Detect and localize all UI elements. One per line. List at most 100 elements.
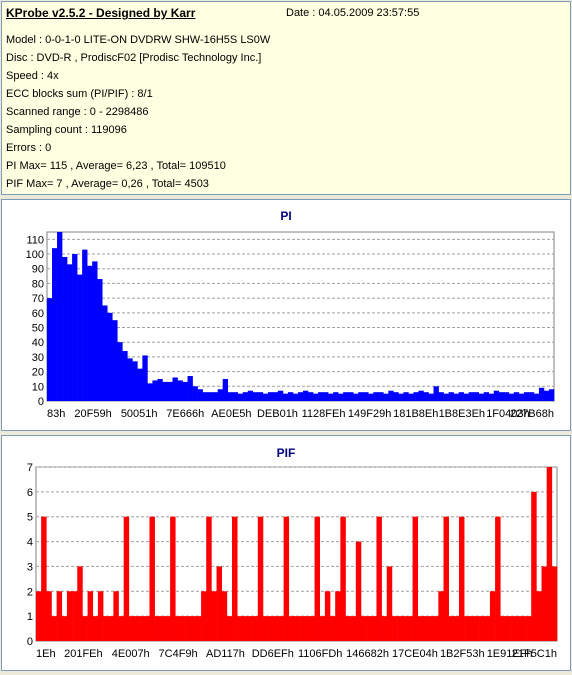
- pif-bar: [464, 616, 470, 641]
- pi-bar: [328, 393, 334, 401]
- pif-y-tick-label: 3: [27, 561, 33, 573]
- pi-bar: [453, 393, 459, 401]
- pi-bar: [493, 390, 500, 401]
- pif-bar: [510, 616, 517, 641]
- pif-bar: [541, 566, 547, 641]
- pif-bar: [319, 616, 326, 641]
- pi-y-tick-label: 60: [32, 308, 44, 320]
- pi-y-tick-label: 50: [32, 323, 44, 335]
- pif-bar: [515, 616, 522, 641]
- info-panel: KProbe v2.5.2 - Designed by Karr Date : …: [1, 1, 571, 195]
- pi-bar: [287, 392, 294, 401]
- pif-chart: PIF 0 1 2 3 4 5 6 7 1Eh 201FEh 4E007h 7C4F9h AD117h D…: [27, 446, 558, 660]
- pi-bar: [433, 386, 439, 401]
- pi-bar: [297, 392, 304, 401]
- pi-bar: [47, 298, 53, 401]
- pi-bar: [308, 392, 314, 401]
- pi-summary-line: PI Max= 115 , Average= 6,23 , Total= 109…: [6, 160, 226, 172]
- pif-x-tick-label: 7C4F9h: [159, 648, 198, 660]
- pif-bar: [345, 616, 351, 641]
- pif-bar: [134, 616, 140, 641]
- pi-bar: [272, 392, 279, 401]
- pif-bar: [61, 616, 68, 641]
- pif-x-tick-label: 1106FDh: [298, 648, 342, 660]
- pif-bar: [324, 591, 331, 641]
- pi-bar: [182, 381, 188, 401]
- pif-bar: [304, 616, 310, 641]
- pi-bar: [62, 256, 68, 401]
- pif-bar: [46, 591, 52, 641]
- pif-bar: [500, 616, 506, 641]
- pif-bar: [505, 616, 511, 641]
- pi-bar: [353, 393, 359, 401]
- pif-bar: [41, 516, 47, 641]
- pif-bar: [520, 616, 527, 641]
- pif-bar: [484, 616, 491, 641]
- pi-bar: [333, 392, 339, 401]
- pi-bar: [202, 392, 208, 401]
- pif-summary-line: PIF Max= 7 , Average= 0,26 , Total= 4503: [6, 178, 209, 190]
- pi-bar: [323, 392, 329, 401]
- pif-bar: [123, 516, 130, 641]
- pif-bar: [381, 616, 388, 641]
- pi-y-tick-label: 0: [38, 396, 44, 408]
- ecc-line: ECC blocks sum (PI/PIF) : 8/1: [6, 88, 153, 100]
- pi-bar: [152, 380, 158, 401]
- pif-bar: [479, 616, 486, 641]
- pif-bar: [474, 616, 480, 641]
- pi-y-tick-label: 30: [32, 352, 44, 364]
- pif-y-tick-label: 2: [27, 586, 33, 598]
- pi-bar: [508, 393, 515, 401]
- pif-y-tick-label: 4: [27, 537, 33, 549]
- pi-x-tick-label: 7E666h: [166, 408, 204, 420]
- pif-bar: [252, 616, 259, 641]
- pi-bar: [343, 392, 349, 401]
- pif-bar: [232, 516, 238, 641]
- pif-bar: [211, 591, 217, 641]
- pi-bar: [473, 392, 480, 401]
- pif-bar: [428, 616, 434, 641]
- pi-bar: [423, 392, 429, 401]
- pif-bar: [237, 616, 243, 641]
- pi-bar: [187, 376, 193, 401]
- pi-bar: [538, 387, 545, 401]
- pi-bar: [292, 393, 299, 401]
- pi-bar: [338, 393, 344, 401]
- pif-bar: [402, 616, 408, 641]
- pif-bar: [407, 616, 413, 641]
- pif-bar: [103, 616, 109, 641]
- pif-bar: [97, 591, 104, 641]
- pi-bar: [242, 392, 249, 401]
- pif-x-tick-label: 1B2F53h: [440, 648, 485, 660]
- pif-bar: [350, 616, 357, 641]
- pif-bar: [164, 616, 171, 641]
- pif-bar: [371, 616, 377, 641]
- pif-bar: [221, 591, 228, 641]
- pif-bar: [56, 591, 63, 641]
- pif-bar: [72, 591, 78, 641]
- pif-bar: [175, 616, 181, 641]
- pi-bar: [147, 383, 153, 401]
- pif-bar: [330, 616, 336, 641]
- pi-chart-panel: PI 0 10 20 30 40 50 60 70 80 90 100 110 83h 20F59h 500…: [1, 199, 571, 431]
- pi-bar: [117, 342, 123, 401]
- pi-bar: [172, 377, 178, 401]
- pif-x-tick-label: DD6EFh: [252, 648, 294, 660]
- pif-bar: [108, 616, 114, 641]
- pi-bar: [252, 392, 259, 401]
- pif-bar: [489, 591, 496, 641]
- pif-bar: [458, 516, 465, 641]
- pi-y-tick-label: 110: [26, 234, 44, 246]
- pif-y-tick-label: 6: [27, 487, 33, 499]
- pi-y-tick-label: 20: [32, 367, 44, 379]
- pif-x-tick-label: 17CE04h: [392, 648, 438, 660]
- pif-bar: [180, 616, 186, 641]
- pi-bar: [222, 378, 229, 401]
- pi-bar: [513, 392, 520, 401]
- pi-chart: PI 0 10 20 30 40 50 60 70 80 90 100 110 83h 20F59h 500…: [26, 209, 555, 420]
- pi-bar: [267, 392, 274, 401]
- pi-bar: [503, 392, 510, 401]
- pif-x-tick-label: 1Eh: [36, 648, 56, 660]
- pi-x-tick-label: AE0E5h: [211, 408, 251, 420]
- pif-bar: [113, 591, 119, 641]
